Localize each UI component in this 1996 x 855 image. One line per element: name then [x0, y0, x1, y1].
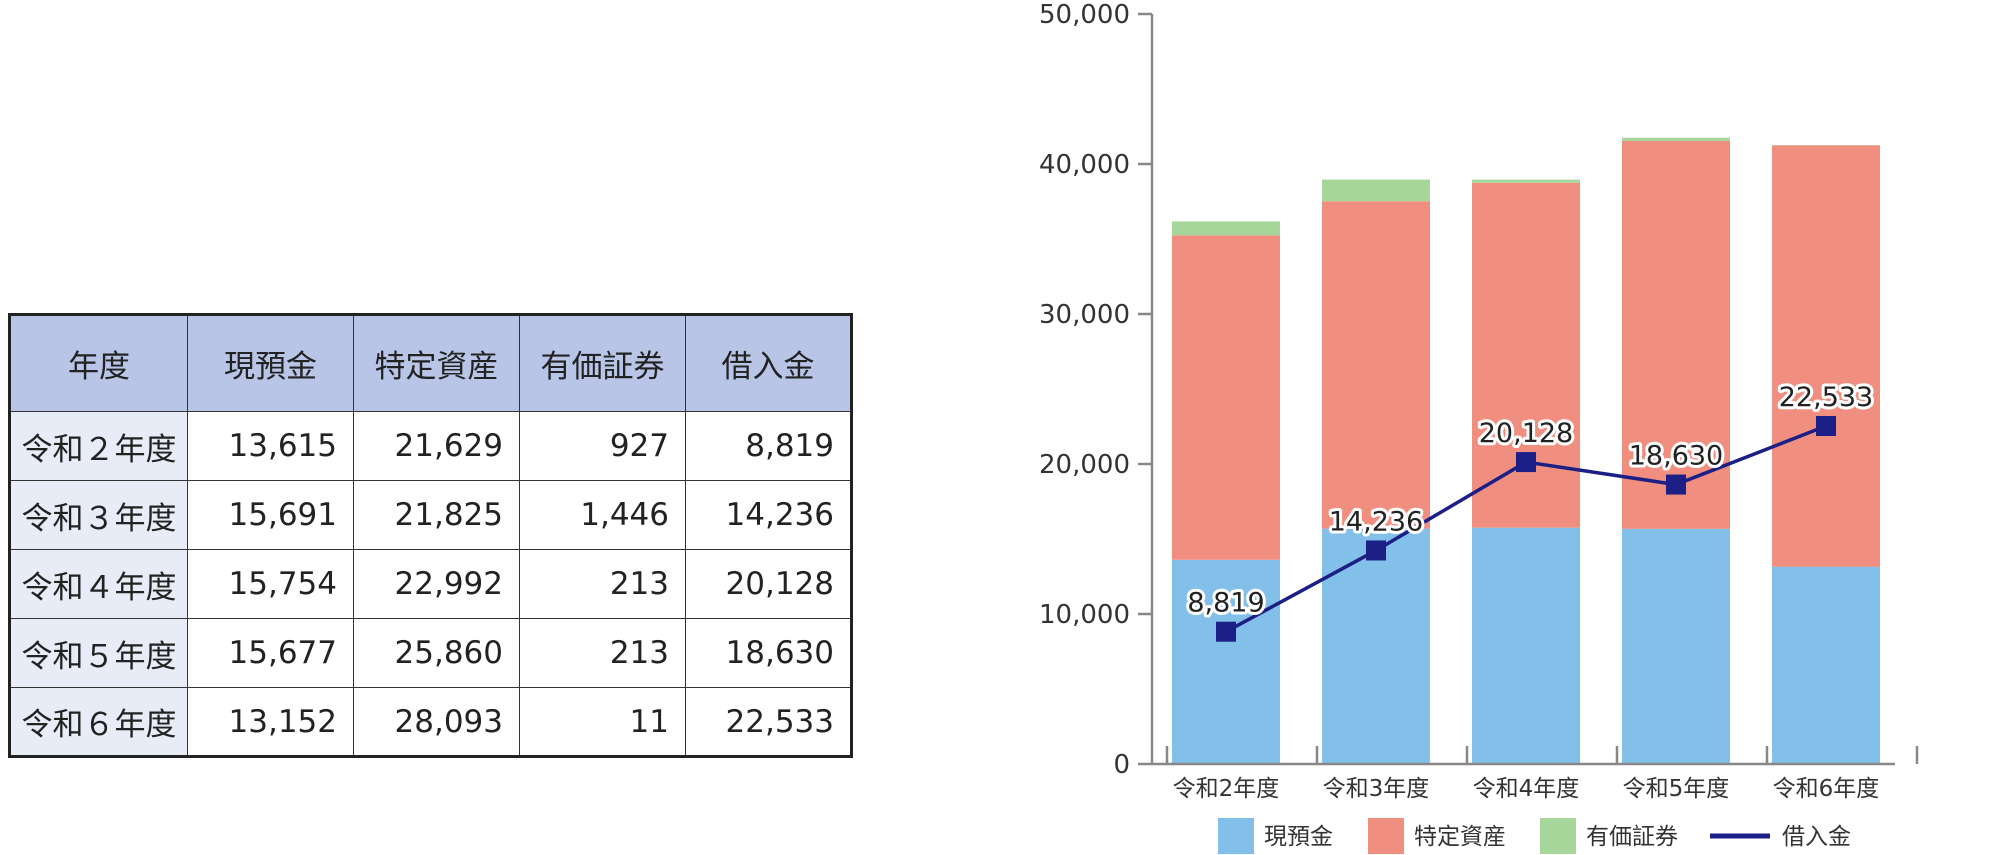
borrowings-data-label: 18,630 — [1629, 441, 1723, 472]
borrowings-marker — [1366, 540, 1386, 561]
legend-label: 現預金 — [1264, 824, 1333, 850]
cash-cell: 13,152 — [187, 687, 354, 757]
legend-label: 借入金 — [1782, 824, 1851, 850]
x-tick-label: 令和4年度 — [1473, 776, 1580, 802]
borrowings-marker — [1216, 621, 1236, 642]
borrowings-marker — [1666, 474, 1686, 495]
bar-segment-securities — [1472, 179, 1580, 183]
bar-segment-specified-assets — [1772, 145, 1880, 567]
legend: 現預金 特定資産 有価証券 借入金 — [1218, 818, 1851, 854]
specified-assets-cell: 22,992 — [353, 549, 520, 619]
borrowings-data-label: 8,819 — [1187, 588, 1264, 619]
header-cash: 現預金 — [187, 314, 354, 412]
borrowings-cell: 20,128 — [685, 549, 852, 619]
line-layer: 8,819 14,236 20,128 18,630 22,533 — [1184, 379, 1876, 642]
y-tick-label: 10,000 — [1039, 600, 1130, 630]
year-cell: 令和２年度 — [9, 411, 188, 481]
x-tick-label: 令和3年度 — [1323, 776, 1430, 802]
bar-segment-cash — [1322, 528, 1430, 764]
x-tick-label: 令和2年度 — [1173, 776, 1280, 802]
bars-layer — [1172, 137, 1880, 764]
table-row: 令和２年度 13,615 21,629 927 8,819 — [9, 411, 852, 481]
cash-cell: 15,691 — [187, 480, 354, 550]
securities-cell: 213 — [519, 549, 686, 619]
bar-segment-specified-assets — [1322, 201, 1430, 529]
borrowings-data-label: 14,236 — [1329, 506, 1423, 537]
specified-assets-cell: 21,629 — [353, 411, 520, 481]
cash-cell: 15,677 — [187, 618, 354, 688]
table-row: 令和６年度 13,152 28,093 11 22,533 — [9, 687, 852, 757]
y-tick-label: 20,000 — [1039, 450, 1130, 480]
borrowings-cell: 8,819 — [685, 411, 852, 481]
y-tick-label: 50,000 — [1039, 0, 1130, 30]
year-cell: 令和３年度 — [9, 480, 188, 550]
table-row: 令和５年度 15,677 25,860 213 18,630 — [9, 618, 852, 688]
securities-cell: 927 — [519, 411, 686, 481]
legend-label: 特定資産 — [1414, 824, 1506, 850]
borrowings-cell: 22,533 — [685, 687, 852, 757]
y-tick-label: 40,000 — [1039, 150, 1130, 180]
bar-segment-specified-assets — [1172, 235, 1280, 560]
bar-segment-cash — [1772, 566, 1880, 764]
borrowings-data-label: 20,128 — [1479, 418, 1573, 449]
securities-cell: 1,446 — [519, 480, 686, 550]
legend-swatch — [1368, 818, 1404, 854]
axis-layer: 0 10,000 20,000 30,000 40,000 50,000 令和2年度 令和3年… — [1039, 0, 1919, 802]
year-cell: 令和５年度 — [9, 618, 188, 688]
bar-segment-specified-assets — [1622, 140, 1730, 529]
bar-segment-cash — [1172, 559, 1280, 764]
table-header-row: 年度 現預金 特定資産 有価証券 借入金 — [9, 314, 852, 412]
header-securities: 有価証券 — [519, 314, 686, 412]
y-tick-label: 30,000 — [1039, 300, 1130, 330]
bar-segment-cash — [1622, 528, 1730, 764]
borrowings-data-label: 22,533 — [1779, 382, 1873, 413]
bar-segment-securities — [1322, 179, 1430, 202]
borrowings-marker — [1816, 416, 1836, 437]
bar-segment-securities — [1172, 221, 1280, 236]
year-cell: 令和６年度 — [9, 687, 188, 757]
legend-swatch — [1540, 818, 1576, 854]
table-row: 令和３年度 15,691 21,825 1,446 14,236 — [9, 480, 852, 550]
x-tick-label: 令和6年度 — [1773, 776, 1880, 802]
specified-assets-cell: 21,825 — [353, 480, 520, 550]
legend-swatch — [1218, 818, 1254, 854]
bar-segment-cash — [1472, 527, 1580, 764]
borrowings-cell: 14,236 — [685, 480, 852, 550]
table-row: 令和４年度 15,754 22,992 213 20,128 — [9, 549, 852, 619]
header-specified-assets: 特定資産 — [353, 314, 520, 412]
year-cell: 令和４年度 — [9, 549, 188, 619]
specified-assets-cell: 28,093 — [353, 687, 520, 757]
legend-label: 有価証券 — [1586, 824, 1678, 850]
x-tick-label: 令和5年度 — [1623, 776, 1730, 802]
bar-segment-securities — [1622, 137, 1730, 141]
specified-assets-cell: 25,860 — [353, 618, 520, 688]
borrowings-marker — [1516, 452, 1536, 473]
y-tick-label: 0 — [1113, 750, 1130, 780]
bar-segment-specified-assets — [1472, 182, 1580, 528]
header-borrowings: 借入金 — [685, 314, 852, 412]
data-table: 年度 現預金 特定資産 有価証券 借入金 令和２年度 13,615 21,629… — [8, 313, 853, 758]
securities-cell: 11 — [519, 687, 686, 757]
